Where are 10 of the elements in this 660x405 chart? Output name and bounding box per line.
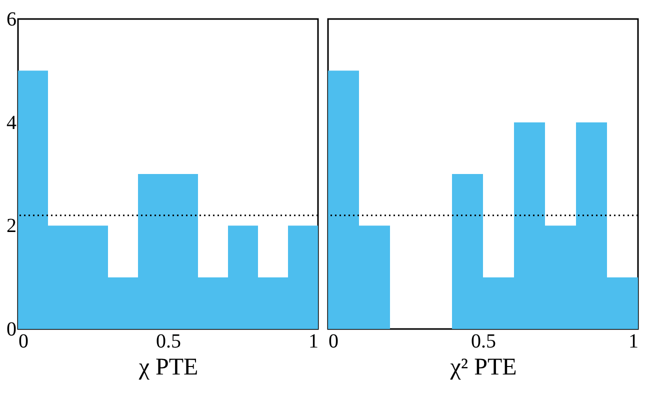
x-tick-label: 0 bbox=[328, 330, 338, 352]
x-tick-label: 0.5 bbox=[156, 330, 181, 352]
x-axis-title: χ PTE bbox=[138, 354, 198, 380]
x-tick-label: 1 bbox=[308, 330, 318, 352]
x-tick-label: 0.5 bbox=[471, 330, 496, 352]
x-axis-title: χ² PTE bbox=[449, 354, 517, 380]
y-tick-label: 6 bbox=[6, 8, 16, 30]
x-tick-label: 1 bbox=[628, 330, 638, 352]
y-tick-label: 4 bbox=[6, 112, 16, 134]
y-tick-label: 2 bbox=[6, 215, 16, 238]
